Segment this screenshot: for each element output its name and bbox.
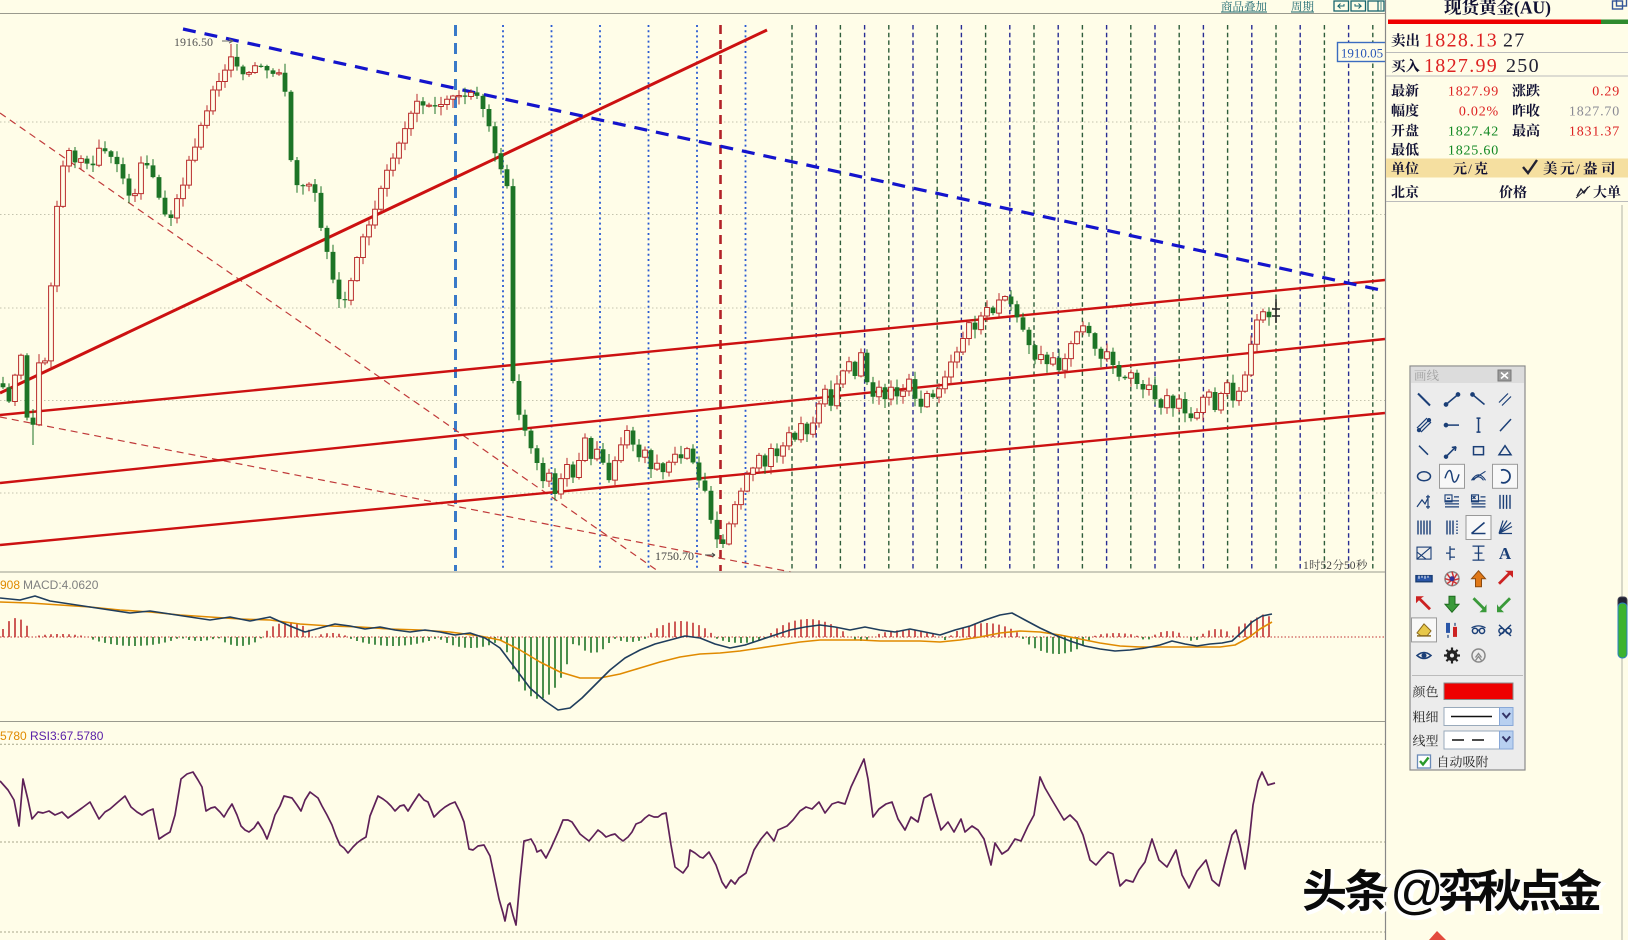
svg-text:1828.13: 1828.13	[1424, 30, 1498, 52]
svg-text:50: 50	[1344, 560, 1356, 572]
svg-text:1827.99: 1827.99	[1448, 85, 1499, 100]
svg-text:@: @	[1390, 861, 1444, 920]
svg-text:1: 1	[1303, 560, 1309, 572]
svg-text:/: /	[1576, 163, 1580, 178]
svg-text:908: 908	[0, 578, 20, 592]
svg-text:1825.60: 1825.60	[1448, 144, 1499, 159]
svg-text:/: /	[1468, 163, 1472, 178]
svg-text:0.29: 0.29	[1592, 85, 1620, 100]
svg-text:1910.05: 1910.05	[1341, 46, 1383, 61]
svg-text:(AU): (AU)	[1514, 0, 1551, 18]
svg-text:1827.99: 1827.99	[1424, 55, 1498, 77]
svg-text:MACD:4.0620: MACD:4.0620	[23, 578, 99, 592]
svg-text:5780: 5780	[0, 729, 27, 743]
svg-text:1750.70: 1750.70	[655, 549, 694, 563]
svg-text:250: 250	[1506, 55, 1540, 77]
svg-text:1827.70: 1827.70	[1569, 105, 1620, 120]
svg-text:52: 52	[1321, 560, 1333, 572]
svg-text:1916.50: 1916.50	[174, 35, 213, 49]
svg-text:27: 27	[1503, 30, 1526, 52]
svg-text:1831.37: 1831.37	[1569, 125, 1620, 140]
svg-text:@: @	[1392, 863, 1446, 922]
svg-text:1827.42: 1827.42	[1448, 125, 1499, 140]
svg-text:RSI3:67.5780: RSI3:67.5780	[30, 729, 104, 743]
svg-text:0.02%: 0.02%	[1459, 105, 1499, 120]
svg-text:A: A	[1499, 544, 1512, 563]
